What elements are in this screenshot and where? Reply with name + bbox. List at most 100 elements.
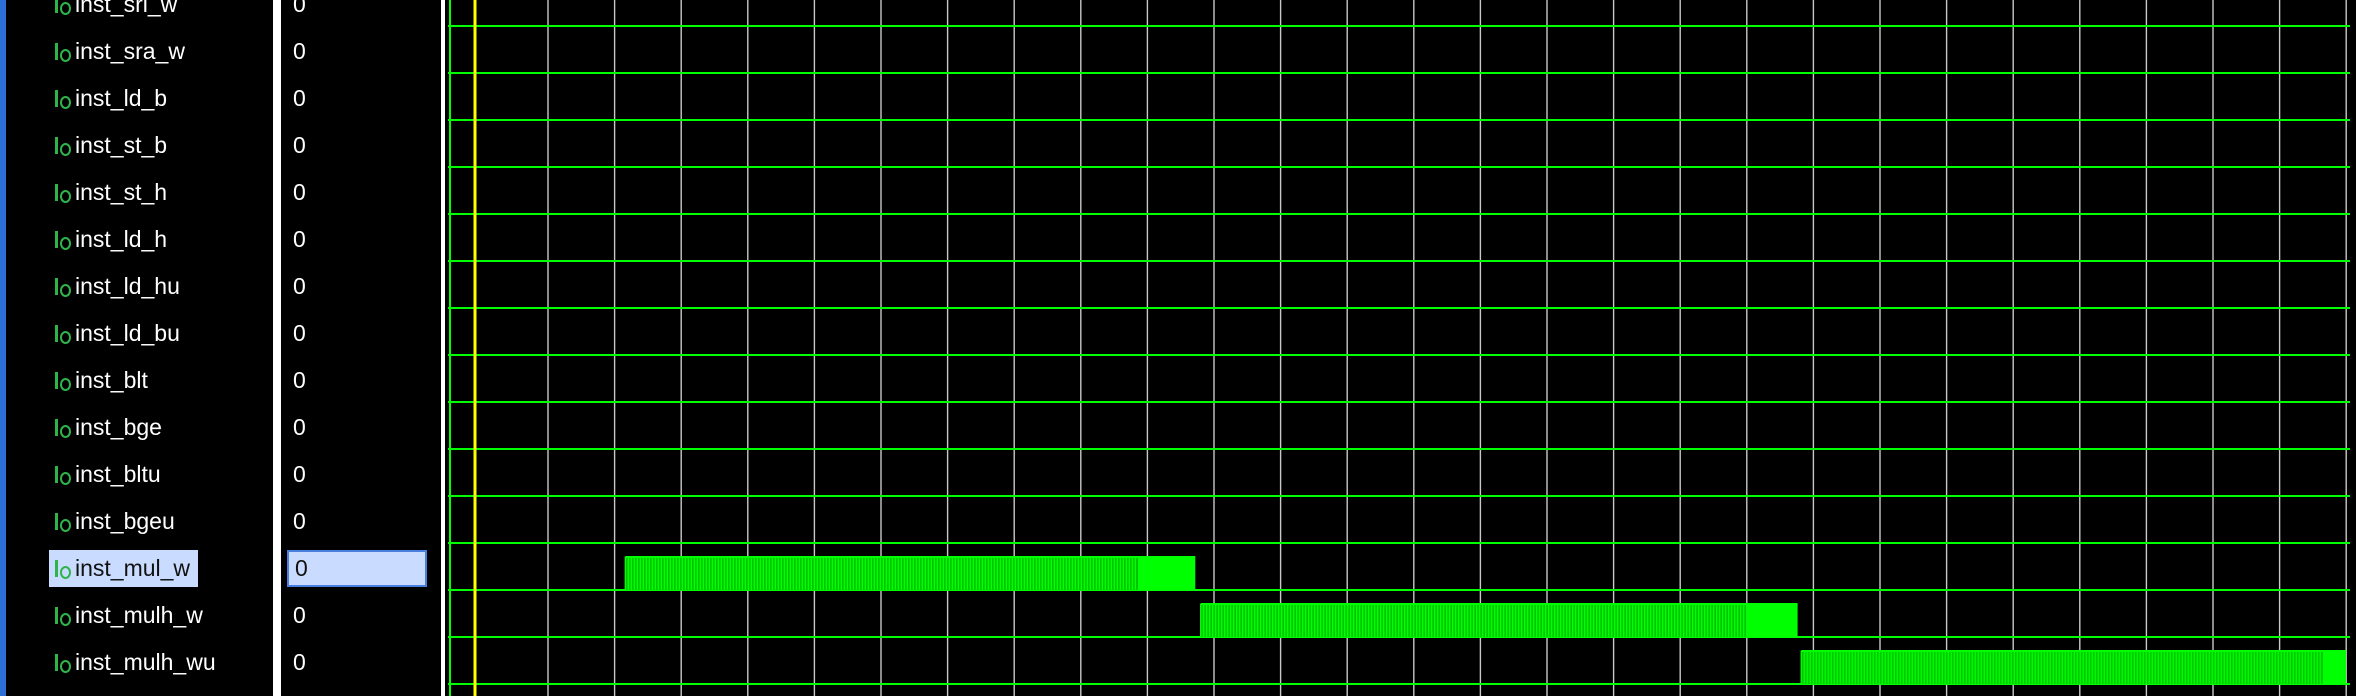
signal-row[interactable]: inst_srl_w	[6, 0, 273, 27]
signal-value-row[interactable]: 0	[281, 168, 441, 215]
waveform-background	[448, 0, 2356, 696]
signal-row[interactable]: inst_mulh_w	[6, 591, 273, 638]
signal-value-row[interactable]: 0	[281, 74, 441, 121]
signal-row[interactable]: inst_ld_b	[6, 74, 273, 121]
signal-name-label: inst_st_h	[75, 179, 168, 205]
logic-signal-icon	[53, 183, 71, 203]
signal-name-label: inst_ld_h	[75, 226, 168, 252]
signal-value: 0	[293, 0, 306, 17]
logic-signal-icon	[53, 230, 71, 250]
signal-name[interactable]: inst_ld_b	[49, 80, 175, 117]
signal-row[interactable]: inst_mulh_wu	[6, 638, 273, 685]
signal-value-row[interactable]: 0	[281, 262, 441, 309]
signal-name-label: inst_mulh_wu	[75, 649, 216, 675]
signal-name-label: inst_ld_hu	[75, 273, 180, 299]
signal-name-label: inst_blt	[75, 367, 148, 393]
signal-value: 0	[293, 132, 306, 158]
signal-name[interactable]: inst_sra_w	[49, 33, 193, 70]
signal-name[interactable]: inst_bgeu	[49, 503, 183, 540]
signal-name[interactable]: inst_srl_w	[49, 0, 185, 23]
signal-value-row[interactable]: 0	[281, 309, 441, 356]
signal-value-row[interactable]: 0	[281, 356, 441, 403]
waveform-canvas[interactable]	[448, 0, 2356, 696]
signal-value-row[interactable]: 0	[281, 0, 441, 27]
signal-name[interactable]: inst_bltu	[49, 456, 169, 493]
logic-signal-icon	[53, 653, 71, 673]
logic-signal-icon	[53, 512, 71, 532]
signal-name-label: inst_ld_b	[75, 85, 168, 111]
pane-divider[interactable]	[441, 0, 445, 696]
signal-value-row[interactable]: 0	[281, 591, 441, 638]
signal-row[interactable]: inst_blt	[6, 356, 273, 403]
signal-value-row[interactable]: 0	[281, 215, 441, 262]
signal-value: 0	[293, 38, 306, 64]
signal-value: 0	[293, 85, 306, 111]
signal-value: 0	[293, 602, 306, 628]
signal-value-pane[interactable]: 0 0 0 0 0 0 0 0 0 0 0 0 0 0 0	[281, 0, 441, 696]
signal-name-label: inst_bltu	[75, 461, 161, 487]
signal-value-row[interactable]: 0	[281, 450, 441, 497]
signal-value-row[interactable]: 0	[281, 121, 441, 168]
signal-value: 0	[293, 367, 306, 393]
signal-name-label: inst_ld_bu	[75, 320, 180, 346]
signal-row[interactable]: inst_st_h	[6, 168, 273, 215]
signal-name-label: inst_bgeu	[75, 508, 175, 534]
signal-row[interactable]: inst_sra_w	[6, 27, 273, 74]
signal-value-row[interactable]: 0	[281, 638, 441, 685]
signal-name-label: inst_srl_w	[75, 0, 178, 17]
signal-high-block	[2322, 651, 2346, 684]
signal-name-label: inst_mulh_w	[75, 602, 203, 628]
signal-name[interactable]: inst_ld_bu	[49, 315, 188, 352]
pane-divider[interactable]	[273, 0, 281, 696]
logic-signal-icon	[53, 0, 71, 15]
signal-row[interactable]: inst_bltu	[6, 450, 273, 497]
signal-high-block	[1137, 557, 1196, 590]
signal-row[interactable]: inst_ld_h	[6, 215, 273, 262]
logic-signal-icon	[53, 89, 71, 109]
left-border	[0, 0, 6, 696]
signal-value: 0	[293, 461, 306, 487]
logic-signal-icon	[53, 559, 71, 579]
logic-signal-icon	[53, 277, 71, 297]
signal-value: 0	[293, 320, 306, 346]
signal-high-block	[1747, 604, 1798, 637]
signal-value-row[interactable]: 0	[281, 497, 441, 544]
logic-signal-icon	[53, 371, 71, 391]
signal-value-row[interactable]: 0	[281, 403, 441, 450]
logic-signal-icon	[53, 136, 71, 156]
signal-name-label: inst_st_b	[75, 132, 168, 158]
signal-value: 0	[293, 508, 306, 534]
signal-row[interactable]: inst_ld_hu	[6, 262, 273, 309]
signal-row[interactable]: inst_mul_w	[6, 544, 273, 591]
signal-row[interactable]: inst_bge	[6, 403, 273, 450]
logic-signal-icon	[53, 42, 71, 62]
signal-value: 0	[287, 550, 427, 587]
signal-name[interactable]: inst_st_b	[49, 127, 175, 164]
signal-name[interactable]: inst_mulh_wu	[49, 644, 224, 681]
signal-name[interactable]: inst_blt	[49, 362, 156, 399]
signal-value-row[interactable]: 0	[281, 544, 441, 591]
signal-row[interactable]: inst_st_b	[6, 121, 273, 168]
signal-name[interactable]: inst_ld_h	[49, 221, 175, 258]
signal-value: 0	[293, 273, 306, 299]
signal-name[interactable]: inst_mul_w	[49, 550, 199, 587]
signal-name[interactable]: inst_ld_hu	[49, 268, 188, 305]
logic-signal-icon	[53, 606, 71, 626]
signal-value: 0	[293, 179, 306, 205]
signal-name[interactable]: inst_mulh_w	[49, 597, 211, 634]
logic-signal-icon	[53, 465, 71, 485]
signal-activity-band	[625, 557, 1138, 590]
signal-name[interactable]: inst_st_h	[49, 174, 175, 211]
signal-row[interactable]: inst_bgeu	[6, 497, 273, 544]
signal-row[interactable]: inst_ld_bu	[6, 309, 273, 356]
signal-name-label: inst_mul_w	[75, 555, 191, 581]
signal-name[interactable]: inst_bge	[49, 409, 170, 446]
waveform-pane[interactable]	[448, 0, 2356, 696]
signal-value: 0	[293, 226, 306, 252]
logic-signal-icon	[53, 418, 71, 438]
waveform-edge	[445, 0, 448, 696]
signal-name-label: inst_sra_w	[75, 38, 185, 64]
signal-name-label: inst_bge	[75, 414, 162, 440]
signal-value-row[interactable]: 0	[281, 27, 441, 74]
